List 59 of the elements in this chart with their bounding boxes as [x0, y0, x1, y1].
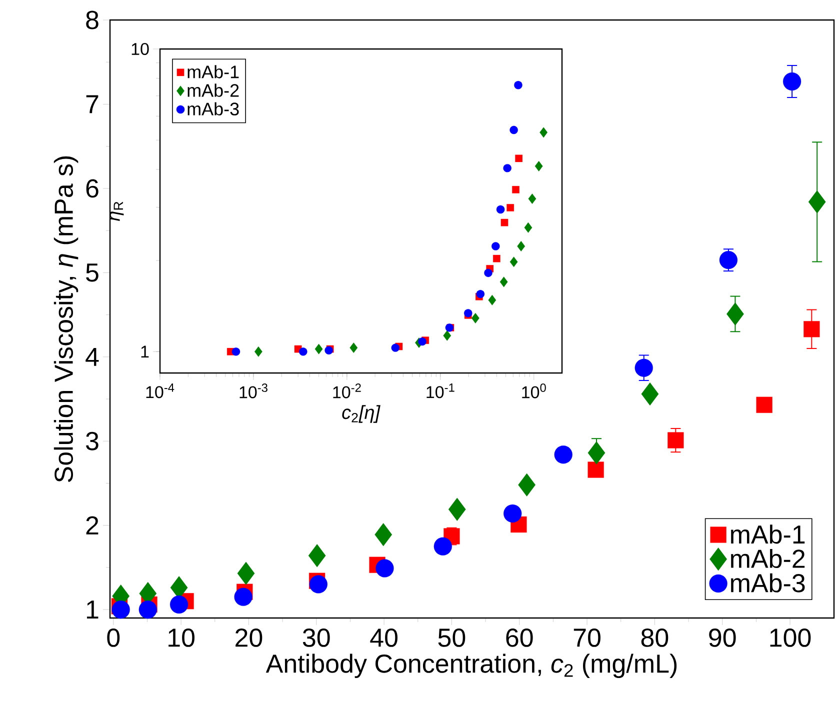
y-tick-label: 8: [86, 10, 98, 30]
point: [719, 250, 738, 270]
x-tick-label: 20: [236, 628, 262, 647]
point: [170, 595, 188, 614]
point: [448, 498, 466, 521]
y-tick-label: 7: [86, 95, 98, 114]
y-tick-label: 2: [86, 516, 98, 534]
point: [756, 396, 772, 413]
point: [804, 321, 820, 338]
x-tick-label: 10$^{-4}$: [146, 384, 174, 398]
x-tick-label: 80: [641, 628, 668, 647]
point: [434, 537, 452, 556]
legend-label: mAb-3: [188, 102, 239, 116]
y-tick-label: 4: [86, 348, 99, 366]
y-tick-label: 1: [141, 346, 149, 358]
point: [588, 462, 604, 478]
x-tick-label: 70: [574, 628, 600, 647]
legend-label: mAb-1: [731, 524, 805, 544]
y-tick-label: 6: [86, 179, 98, 198]
x-tick-label: 90: [709, 628, 736, 647]
point: [518, 473, 536, 496]
x-tick-label: 0: [107, 628, 120, 647]
point: [726, 302, 744, 326]
point: [237, 562, 255, 585]
point: [112, 600, 130, 619]
point: [782, 72, 802, 91]
x-tick-label: 40: [370, 628, 398, 647]
x-tick-label: 60: [506, 628, 533, 647]
point: [588, 441, 606, 464]
x-tick-label: 50: [438, 628, 466, 647]
point: [234, 588, 252, 606]
y-tick-label: 5: [86, 264, 98, 282]
point: [376, 559, 394, 578]
legend-label: mAb-1: [188, 65, 239, 78]
y-tick-label: 1: [86, 600, 98, 619]
point: [138, 600, 157, 619]
x-tick-label: 10$^{-2}$: [333, 384, 361, 398]
point: [634, 358, 653, 377]
y-tick-label: 3: [86, 432, 98, 450]
x-tick-label: 10: [168, 628, 194, 647]
x-tick-label: 10$^{0}$: [522, 384, 546, 398]
x-tick-label: 100: [770, 628, 811, 647]
point: [504, 504, 522, 523]
legend-label: mAb-2: [731, 548, 805, 568]
x-axis-title: c$_{2}$[η]: [342, 405, 380, 423]
y-axis-title: Solution Viscosity, η (mPa s): [54, 156, 78, 482]
point: [308, 544, 326, 568]
point: [668, 432, 684, 448]
x-tick-label: 10$^{-1}$: [426, 384, 454, 398]
legend-label: mAb-3: [731, 573, 805, 592]
point: [808, 190, 826, 214]
point: [309, 575, 328, 594]
point: [641, 382, 659, 406]
point: [374, 523, 392, 546]
point: [554, 446, 572, 464]
legend-label: mAb-2: [188, 84, 239, 97]
x-tick-label: 10$^{-3}$: [240, 384, 268, 398]
x-tick-label: 30: [302, 628, 330, 647]
x-axis-title: Antibody Concentration, c$_{2}$ (mg/mL): [266, 654, 677, 678]
